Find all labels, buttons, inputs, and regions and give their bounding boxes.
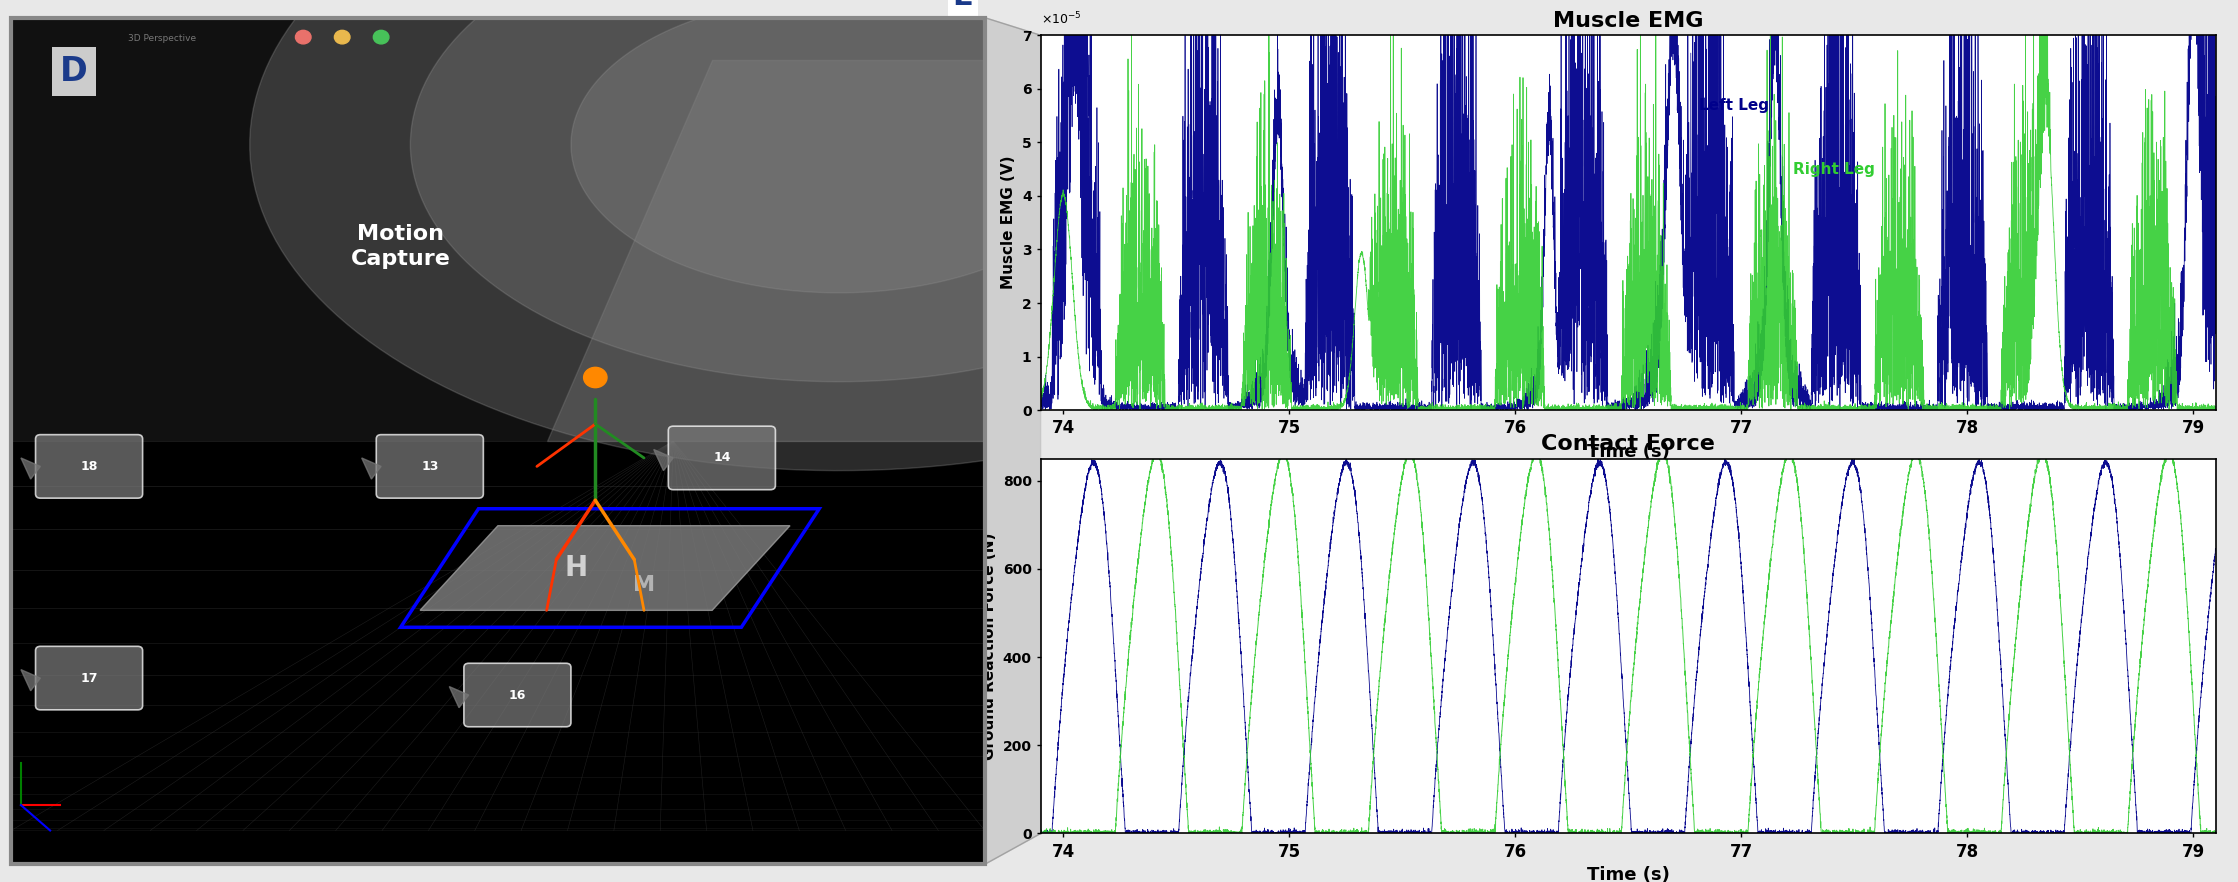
Polygon shape [421, 526, 790, 610]
Polygon shape [985, 18, 1041, 864]
Polygon shape [571, 0, 1106, 293]
Polygon shape [546, 60, 985, 441]
Text: 14: 14 [714, 452, 730, 465]
Text: 13: 13 [421, 460, 439, 473]
Text: H: H [564, 554, 586, 582]
Text: Left Leg: Left Leg [1699, 98, 1768, 113]
FancyBboxPatch shape [463, 663, 571, 727]
Text: 18: 18 [81, 460, 98, 473]
Title: Muscle EMG: Muscle EMG [1553, 11, 1703, 31]
FancyBboxPatch shape [376, 435, 483, 498]
Circle shape [333, 30, 349, 44]
Polygon shape [410, 0, 1267, 382]
Text: E: E [953, 0, 974, 11]
Text: Right Leg: Right Leg [1793, 162, 1875, 177]
Circle shape [295, 30, 311, 44]
Title: Contact Force: Contact Force [1542, 434, 1714, 454]
FancyBboxPatch shape [669, 426, 774, 490]
Polygon shape [20, 669, 40, 691]
FancyBboxPatch shape [36, 435, 143, 498]
Text: $\times10^{-5}$: $\times10^{-5}$ [1041, 11, 1081, 28]
Text: 3D Perspective: 3D Perspective [128, 34, 197, 43]
Text: 16: 16 [508, 689, 526, 701]
Circle shape [584, 367, 606, 388]
Text: Motion
Capture: Motion Capture [351, 224, 450, 269]
Y-axis label: Ground Reaction Force (N): Ground Reaction Force (N) [982, 533, 998, 759]
Text: 17: 17 [81, 671, 98, 684]
Polygon shape [251, 0, 1428, 471]
Polygon shape [450, 686, 468, 707]
FancyBboxPatch shape [11, 18, 985, 56]
FancyBboxPatch shape [36, 647, 143, 710]
FancyBboxPatch shape [11, 18, 985, 441]
Polygon shape [363, 458, 380, 479]
Polygon shape [653, 450, 674, 471]
Circle shape [374, 30, 389, 44]
Text: D: D [60, 56, 87, 88]
Polygon shape [20, 458, 40, 479]
X-axis label: Time (s): Time (s) [1587, 443, 1670, 460]
Y-axis label: Muscle EMG (V): Muscle EMG (V) [1000, 156, 1016, 289]
FancyBboxPatch shape [11, 18, 985, 864]
Text: M: M [633, 575, 656, 595]
X-axis label: Time (s): Time (s) [1587, 866, 1670, 882]
